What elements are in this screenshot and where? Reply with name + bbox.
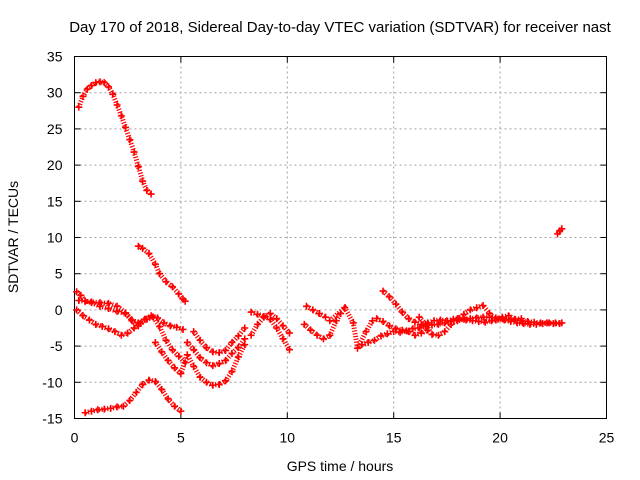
y-tick-label: 0 <box>55 302 63 318</box>
series-trace <box>191 326 247 356</box>
series-trace <box>75 289 140 328</box>
data-point <box>434 320 442 328</box>
data-point <box>481 318 489 326</box>
series-arc-16 <box>415 302 525 339</box>
series-trace <box>375 316 429 338</box>
data-point <box>443 317 451 325</box>
data-point <box>415 324 423 332</box>
data-point <box>545 319 553 327</box>
y-tick-label: 15 <box>47 193 63 209</box>
series-trace <box>555 227 564 236</box>
series-trace <box>302 312 343 342</box>
series-arc-8 <box>81 376 185 417</box>
x-tick-label: 25 <box>599 430 615 446</box>
series-trace <box>153 341 247 388</box>
chart-title: Day 170 of 2018, Sidereal Day-to-day VTE… <box>69 19 611 36</box>
series-arc-9 <box>73 288 142 330</box>
x-tick-label: 15 <box>386 430 402 446</box>
series-trace <box>250 309 292 351</box>
series-arc-11 <box>247 308 293 354</box>
series-trace <box>305 304 327 320</box>
y-tick-label: 5 <box>55 266 63 282</box>
y-tick-label: 25 <box>47 121 63 137</box>
series-arc-18 <box>554 225 566 238</box>
series-arc-17 <box>373 315 432 339</box>
y-tick-label: 35 <box>47 49 63 65</box>
y-tick-label: 30 <box>47 85 63 101</box>
y-tick-label: -5 <box>50 338 63 354</box>
grid <box>74 56 607 419</box>
series-arc-4 <box>73 306 189 367</box>
data-point <box>462 316 470 324</box>
y-tick-label: -15 <box>42 411 62 427</box>
series-trace <box>74 308 187 365</box>
x-tick-label: 10 <box>280 430 296 446</box>
series-trace <box>185 337 247 369</box>
series-arc-6 <box>190 324 249 357</box>
x-tick-label: 20 <box>492 430 508 446</box>
series-arc-7 <box>183 335 249 370</box>
series-arc-12 <box>300 310 344 343</box>
x-axis-label: GPS time / hours <box>287 458 394 474</box>
series-arc-5 <box>151 338 249 389</box>
series-trace <box>76 79 153 196</box>
y-tick-label: -10 <box>42 374 62 390</box>
y-axis-label: SDTVAR / TECUs <box>5 181 21 293</box>
axis-ticks: 0 5 10 15 20 25 -15 -10 -5 0 5 10 15 20 25 30 35 <box>42 49 614 446</box>
series-arc-1 <box>75 78 155 198</box>
series-scatter-mid <box>326 303 376 357</box>
series-arc-13 <box>302 302 330 321</box>
y-tick-label: 20 <box>47 157 63 173</box>
data-point <box>134 163 142 171</box>
series-trace <box>417 302 522 338</box>
series-trace <box>381 289 562 327</box>
data-points <box>73 78 566 417</box>
series-trace <box>84 377 183 416</box>
x-tick-label: 5 <box>177 430 185 446</box>
y-tick-label: 10 <box>47 230 63 246</box>
x-tick-label: 0 <box>71 430 79 446</box>
data-point <box>94 406 102 414</box>
series-trace <box>137 243 187 303</box>
series-arc-2 <box>134 242 189 305</box>
